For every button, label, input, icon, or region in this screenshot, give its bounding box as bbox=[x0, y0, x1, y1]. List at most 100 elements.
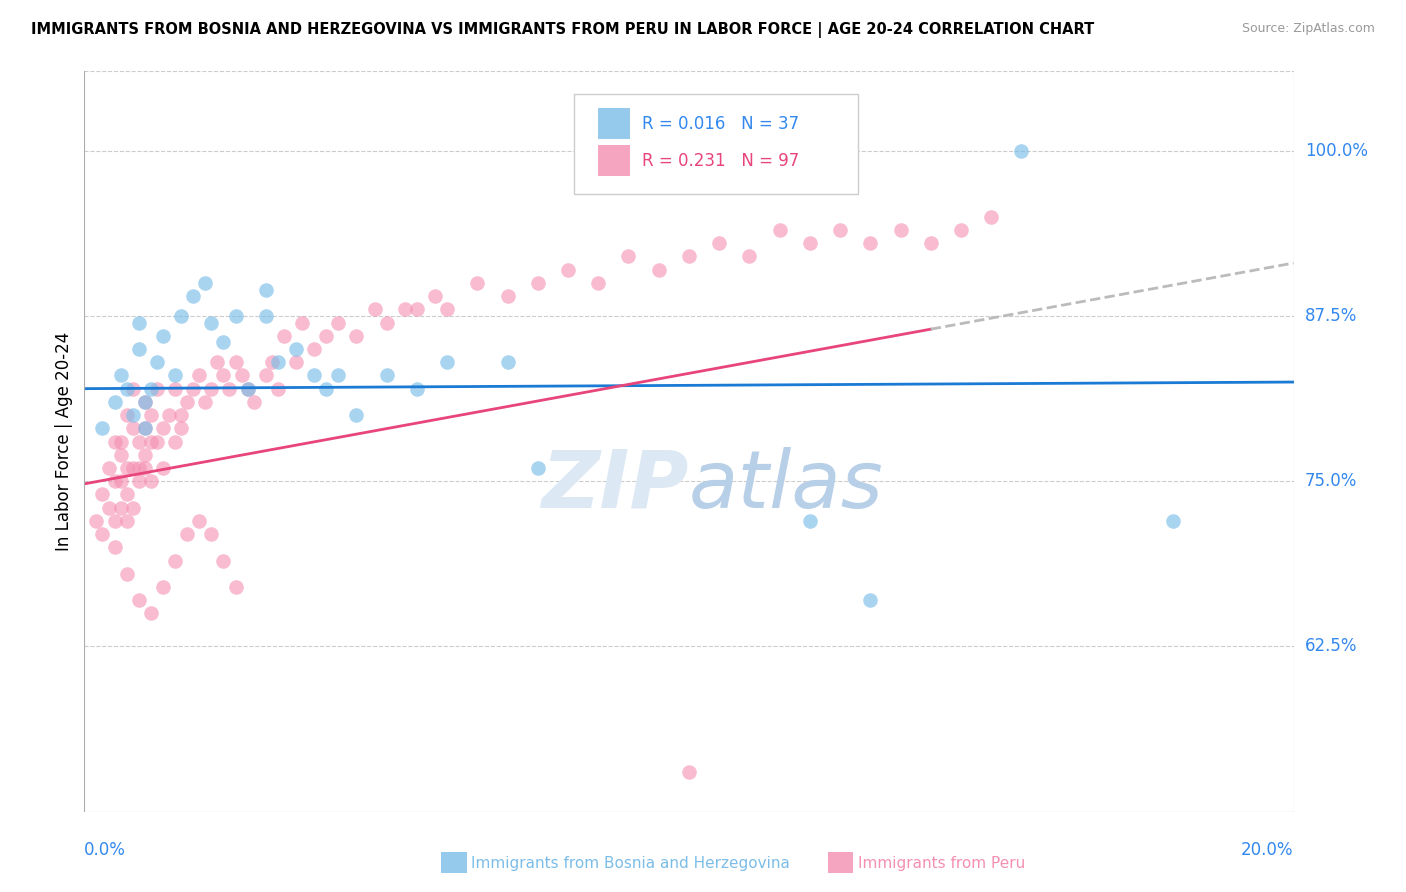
Point bbox=[285, 342, 308, 356]
Point bbox=[496, 355, 519, 369]
Point bbox=[152, 421, 174, 435]
Point bbox=[170, 421, 193, 435]
Point bbox=[467, 276, 489, 290]
Point bbox=[110, 368, 132, 383]
Point bbox=[423, 289, 446, 303]
Text: 75.0%: 75.0% bbox=[1305, 472, 1357, 491]
Point bbox=[194, 276, 217, 290]
Point bbox=[104, 541, 127, 555]
Point bbox=[200, 316, 222, 330]
Point bbox=[134, 448, 156, 462]
Point bbox=[128, 316, 150, 330]
Point bbox=[236, 382, 259, 396]
Point bbox=[188, 514, 211, 528]
Point bbox=[859, 593, 882, 607]
Point bbox=[104, 514, 127, 528]
Point bbox=[315, 328, 337, 343]
Point bbox=[527, 276, 550, 290]
Point bbox=[139, 474, 162, 488]
Point bbox=[139, 408, 162, 422]
Point bbox=[97, 461, 120, 475]
Point bbox=[291, 316, 314, 330]
Point bbox=[799, 514, 821, 528]
Point bbox=[91, 487, 114, 501]
Point bbox=[375, 316, 398, 330]
Point bbox=[273, 328, 295, 343]
Text: 0.0%: 0.0% bbox=[84, 841, 127, 859]
Point bbox=[181, 382, 204, 396]
Point bbox=[527, 461, 550, 475]
Point bbox=[950, 223, 973, 237]
Point bbox=[121, 500, 143, 515]
Point bbox=[738, 250, 761, 264]
Point bbox=[97, 500, 120, 515]
Point bbox=[152, 328, 174, 343]
Point bbox=[170, 408, 193, 422]
Point bbox=[678, 765, 700, 780]
Point bbox=[139, 607, 162, 621]
Point bbox=[346, 328, 368, 343]
Point bbox=[709, 236, 731, 251]
Point bbox=[139, 382, 162, 396]
Point bbox=[104, 395, 127, 409]
Point bbox=[260, 355, 283, 369]
Point bbox=[363, 302, 385, 317]
Point bbox=[157, 408, 180, 422]
Point bbox=[1161, 514, 1184, 528]
Point bbox=[165, 553, 187, 567]
Point bbox=[176, 527, 198, 541]
Point bbox=[128, 342, 150, 356]
Text: 20.0%: 20.0% bbox=[1241, 841, 1294, 859]
Point bbox=[139, 434, 162, 449]
Point bbox=[128, 474, 150, 488]
Point bbox=[315, 382, 337, 396]
Point bbox=[285, 355, 308, 369]
Point bbox=[165, 434, 187, 449]
Point bbox=[346, 408, 368, 422]
Point bbox=[110, 448, 132, 462]
Point bbox=[302, 342, 325, 356]
Point bbox=[678, 250, 700, 264]
Point bbox=[980, 210, 1002, 224]
Point bbox=[231, 368, 253, 383]
Point bbox=[121, 382, 143, 396]
Text: atlas: atlas bbox=[689, 447, 884, 525]
Point bbox=[134, 395, 156, 409]
Point bbox=[830, 223, 852, 237]
Y-axis label: In Labor Force | Age 20-24: In Labor Force | Age 20-24 bbox=[55, 332, 73, 551]
Point bbox=[267, 382, 290, 396]
Point bbox=[134, 421, 156, 435]
Point bbox=[328, 316, 350, 330]
Point bbox=[212, 368, 235, 383]
Point bbox=[406, 382, 429, 396]
Point bbox=[170, 309, 193, 323]
Point bbox=[115, 487, 138, 501]
Point bbox=[91, 527, 114, 541]
Point bbox=[267, 355, 290, 369]
Point bbox=[152, 580, 174, 594]
Point bbox=[165, 382, 187, 396]
Point bbox=[110, 434, 132, 449]
Point bbox=[588, 276, 610, 290]
Point bbox=[254, 368, 277, 383]
Point bbox=[302, 368, 325, 383]
Text: Source: ZipAtlas.com: Source: ZipAtlas.com bbox=[1241, 22, 1375, 36]
Point bbox=[859, 236, 882, 251]
Point bbox=[188, 368, 211, 383]
Point bbox=[200, 382, 222, 396]
Point bbox=[115, 461, 138, 475]
Point bbox=[134, 421, 156, 435]
Point bbox=[104, 434, 127, 449]
Point bbox=[436, 355, 458, 369]
Point bbox=[212, 553, 235, 567]
Point bbox=[110, 500, 132, 515]
Point bbox=[890, 223, 912, 237]
Point bbox=[225, 309, 247, 323]
Point bbox=[115, 408, 138, 422]
Point bbox=[200, 527, 222, 541]
Point bbox=[104, 474, 127, 488]
Point bbox=[176, 395, 198, 409]
Point bbox=[218, 382, 240, 396]
Point bbox=[799, 236, 821, 251]
Point bbox=[394, 302, 416, 317]
